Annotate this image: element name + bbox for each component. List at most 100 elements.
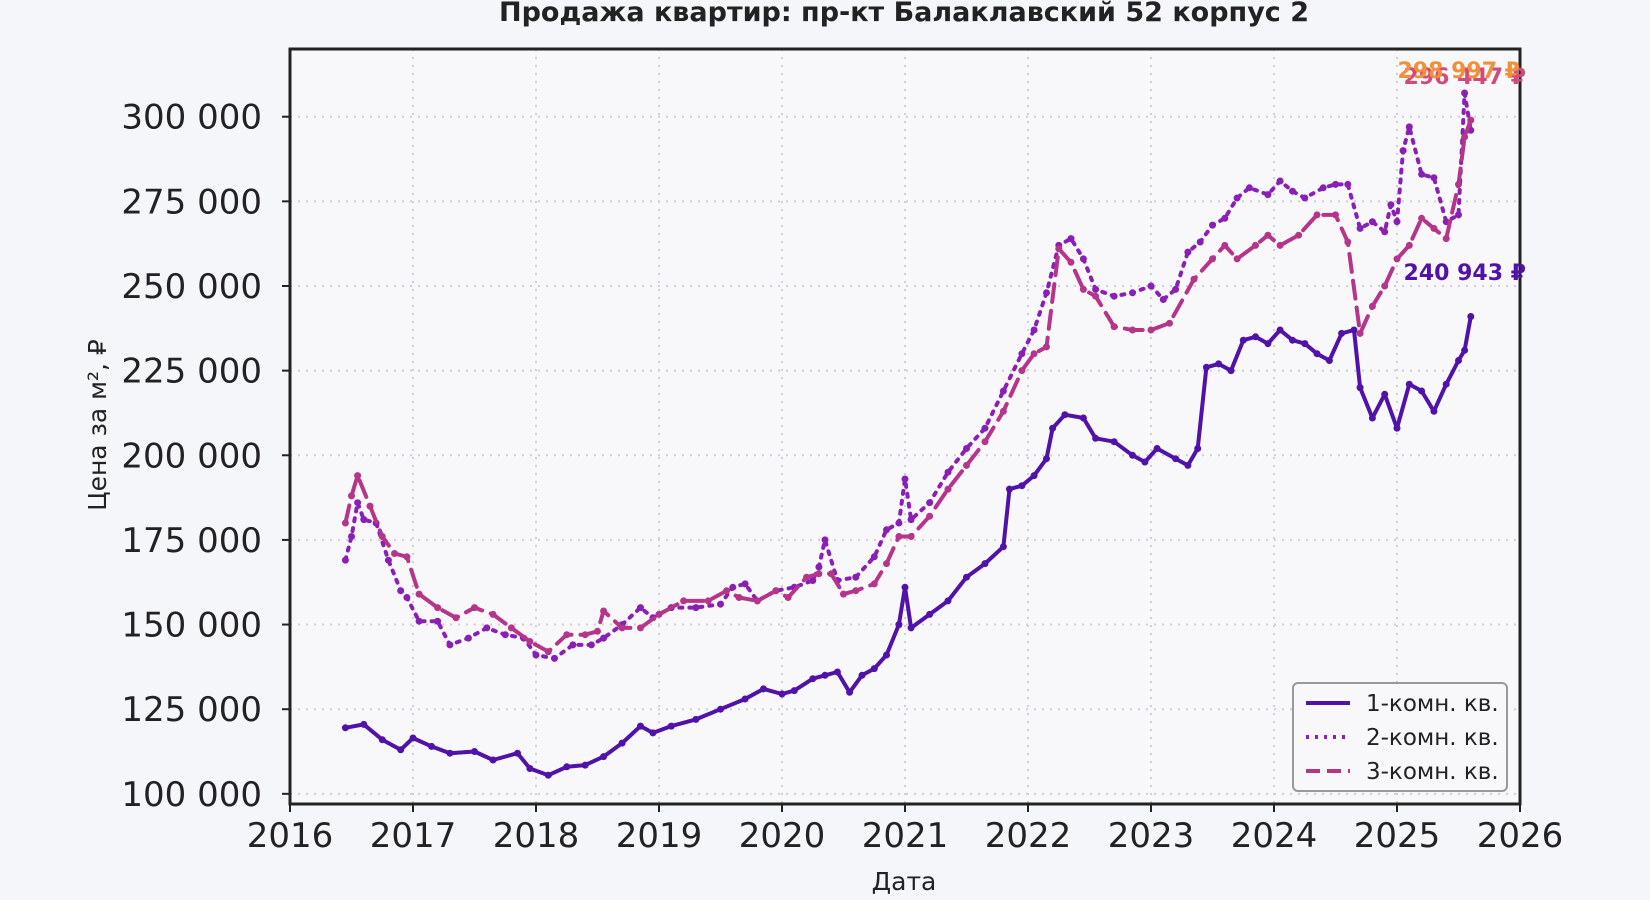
data-point — [428, 742, 435, 750]
data-point — [1387, 201, 1395, 209]
data-point — [1049, 424, 1057, 432]
data-point — [1043, 289, 1050, 297]
data-point — [1418, 214, 1426, 222]
data-point — [1159, 296, 1167, 303]
data-point — [1147, 326, 1155, 334]
data-point — [1190, 275, 1198, 283]
data-point — [1418, 387, 1426, 395]
data-point — [434, 604, 442, 612]
data-point — [471, 748, 478, 755]
data-point — [1079, 285, 1087, 293]
data-point — [1055, 245, 1063, 253]
data-point — [1356, 384, 1364, 392]
data-point — [1018, 367, 1026, 375]
end-labels: 240 943 ₽ 296 447 ₽298 997 ₽ — [1398, 59, 1526, 286]
data-point — [852, 573, 860, 581]
data-point — [1030, 326, 1038, 334]
x-tick-label: 2021 — [862, 816, 949, 856]
x-tick-label: 2016 — [247, 816, 334, 856]
data-point — [1079, 255, 1087, 263]
x-tick-label: 2018 — [493, 816, 580, 856]
legend-label: 1-комн. кв. — [1366, 691, 1499, 717]
data-point — [409, 734, 417, 742]
data-point — [1467, 313, 1475, 320]
end-label: 298 997 ₽ — [1398, 59, 1520, 84]
data-point — [999, 407, 1007, 415]
data-point — [907, 624, 915, 632]
data-point — [760, 685, 767, 693]
data-point — [403, 553, 411, 561]
data-point — [723, 587, 731, 595]
data-point — [384, 556, 392, 564]
data-point — [1196, 238, 1204, 246]
data-point — [870, 665, 878, 673]
data-point — [637, 604, 644, 612]
data-point — [1233, 194, 1241, 202]
data-point — [526, 638, 534, 645]
data-point — [1381, 390, 1389, 398]
data-point — [907, 533, 915, 540]
data-point — [489, 610, 497, 618]
data-point — [391, 550, 398, 557]
data-point — [1350, 326, 1358, 334]
data-point — [1061, 411, 1069, 419]
data-point — [360, 516, 368, 524]
data-point — [600, 753, 608, 761]
data-point — [981, 438, 989, 446]
data-point — [809, 675, 817, 683]
data-point — [637, 722, 644, 730]
data-point — [341, 724, 349, 732]
data-point — [446, 749, 454, 757]
x-tick-label: 2025 — [1354, 816, 1441, 856]
data-point — [1030, 350, 1038, 358]
x-tick-label: 2019 — [616, 816, 703, 856]
data-point — [1338, 329, 1346, 337]
data-point — [784, 594, 792, 601]
data-point — [532, 651, 540, 659]
data-point — [981, 560, 989, 568]
data-point — [1368, 302, 1376, 310]
data-point — [348, 533, 355, 540]
data-point — [1313, 211, 1321, 219]
data-point — [563, 763, 571, 771]
y-tick-label: 225 000 — [121, 352, 262, 392]
data-point — [1018, 350, 1026, 358]
data-point — [1092, 285, 1100, 293]
data-point — [870, 553, 878, 561]
data-point — [1147, 282, 1155, 290]
data-point — [507, 624, 515, 632]
data-point — [1067, 235, 1075, 243]
data-point — [729, 583, 737, 591]
data-point — [735, 594, 743, 601]
data-point — [1301, 194, 1309, 202]
data-point — [354, 472, 362, 480]
data-point — [514, 749, 521, 757]
data-point — [1332, 180, 1339, 188]
data-point — [944, 485, 952, 493]
y-tick-label: 100 000 — [121, 775, 262, 815]
data-point — [1129, 451, 1136, 459]
x-tick-label: 2026 — [1477, 816, 1564, 856]
data-point — [870, 580, 878, 588]
data-point — [926, 512, 934, 520]
data-point — [1239, 336, 1247, 344]
data-point — [1006, 485, 1013, 493]
data-point — [341, 556, 349, 564]
data-point — [464, 634, 472, 642]
data-point — [883, 560, 890, 568]
data-point — [741, 580, 749, 588]
data-point — [360, 720, 368, 728]
data-point — [944, 597, 952, 605]
data-point — [1221, 214, 1229, 222]
data-point — [1227, 367, 1235, 375]
data-point — [1356, 224, 1364, 232]
y-tick-label: 275 000 — [121, 182, 262, 222]
data-point — [489, 756, 497, 764]
data-point — [1276, 241, 1284, 249]
data-point — [1092, 434, 1100, 442]
legend: 1-комн. кв. 2-комн. кв. 3-комн. кв. — [1292, 682, 1508, 792]
series-line-3 — [343, 118, 1473, 654]
data-point — [1405, 380, 1413, 388]
data-point — [1301, 340, 1309, 348]
data-point — [655, 610, 663, 618]
